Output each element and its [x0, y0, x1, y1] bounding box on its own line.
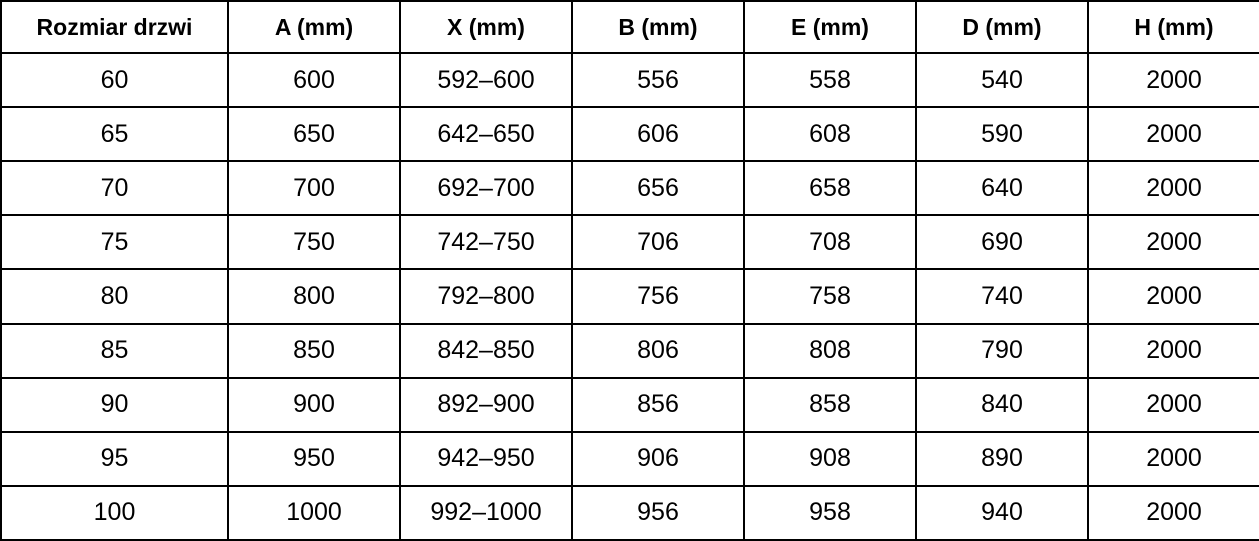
table-cell: 650: [227, 106, 401, 163]
table-cell: 2000: [1087, 51, 1259, 109]
column-header-x-mm: X (mm): [399, 0, 573, 54]
table-cell: 606: [571, 106, 745, 163]
table-cell: 790: [915, 322, 1089, 379]
table-cell: 900: [227, 376, 401, 433]
table-cell: 958: [743, 484, 917, 541]
table-cell: 742–750: [399, 214, 573, 271]
table-cell: 700: [227, 160, 401, 217]
table-cell: 2000: [1087, 484, 1259, 541]
table-cell: 590: [915, 106, 1089, 163]
table-header-row: Rozmiar drzwi A (mm) X (mm) B (mm) E (mm…: [0, 0, 1259, 54]
table-row-85: 85 850 842–850 806 808 790 2000: [0, 322, 1259, 379]
table-cell: 60: [0, 51, 229, 109]
table-cell: 706: [571, 214, 745, 271]
table-cell: 806: [571, 322, 745, 379]
table-cell: 992–1000: [399, 484, 573, 541]
table-cell: 940: [915, 484, 1089, 541]
table-cell: 65: [0, 106, 229, 163]
table-cell: 75: [0, 214, 229, 271]
table-row-100: 100 1000 992–1000 956 958 940 2000: [0, 484, 1259, 541]
table-row-70: 70 700 692–700 656 658 640 2000: [0, 160, 1259, 217]
table-cell: 600: [227, 51, 401, 109]
table-cell: 70: [0, 160, 229, 217]
table-cell: 592–600: [399, 51, 573, 109]
table-cell: 2000: [1087, 322, 1259, 379]
table-cell: 756: [571, 268, 745, 325]
table-row-65: 65 650 642–650 606 608 590 2000: [0, 106, 1259, 163]
column-header-b-mm: B (mm): [571, 0, 745, 54]
table-cell: 906: [571, 430, 745, 487]
table-row-90: 90 900 892–900 856 858 840 2000: [0, 376, 1259, 433]
column-header-h-mm: H (mm): [1087, 0, 1259, 54]
table-cell: 892–900: [399, 376, 573, 433]
table-cell: 750: [227, 214, 401, 271]
column-header-rozmiar-drzwi: Rozmiar drzwi: [0, 0, 229, 54]
table-cell: 850: [227, 322, 401, 379]
table-cell: 640: [915, 160, 1089, 217]
table-cell: 80: [0, 268, 229, 325]
table-cell: 95: [0, 430, 229, 487]
table-cell: 890: [915, 430, 1089, 487]
table-row-95: 95 950 942–950 906 908 890 2000: [0, 430, 1259, 487]
table-cell: 800: [227, 268, 401, 325]
table-cell: 2000: [1087, 214, 1259, 271]
column-header-a-mm: A (mm): [227, 0, 401, 54]
table-cell: 90: [0, 376, 229, 433]
table-cell: 842–850: [399, 322, 573, 379]
table-cell: 540: [915, 51, 1089, 109]
table-cell: 1000: [227, 484, 401, 541]
table-cell: 2000: [1087, 160, 1259, 217]
table-cell: 808: [743, 322, 917, 379]
column-header-d-mm: D (mm): [915, 0, 1089, 54]
table-cell: 656: [571, 160, 745, 217]
table-cell: 85: [0, 322, 229, 379]
table-cell: 956: [571, 484, 745, 541]
table-cell: 740: [915, 268, 1089, 325]
table-row-75: 75 750 742–750 706 708 690 2000: [0, 214, 1259, 271]
column-header-e-mm: E (mm): [743, 0, 917, 54]
table-cell: 2000: [1087, 268, 1259, 325]
table-cell: 2000: [1087, 376, 1259, 433]
table-cell: 792–800: [399, 268, 573, 325]
table-cell: 558: [743, 51, 917, 109]
table-row-60: 60 600 592–600 556 558 540 2000: [0, 51, 1259, 109]
table-cell: 840: [915, 376, 1089, 433]
table-cell: 642–650: [399, 106, 573, 163]
table-cell: 608: [743, 106, 917, 163]
table-cell: 690: [915, 214, 1089, 271]
table-cell: 950: [227, 430, 401, 487]
table-cell: 100: [0, 484, 229, 541]
table-cell: 758: [743, 268, 917, 325]
table-cell: 942–950: [399, 430, 573, 487]
table-row-80: 80 800 792–800 756 758 740 2000: [0, 268, 1259, 325]
table-cell: 692–700: [399, 160, 573, 217]
table-cell: 2000: [1087, 106, 1259, 163]
table-cell: 658: [743, 160, 917, 217]
table-cell: 2000: [1087, 430, 1259, 487]
table-cell: 908: [743, 430, 917, 487]
table-cell: 856: [571, 376, 745, 433]
table-cell: 858: [743, 376, 917, 433]
table-cell: 556: [571, 51, 745, 109]
table-cell: 708: [743, 214, 917, 271]
